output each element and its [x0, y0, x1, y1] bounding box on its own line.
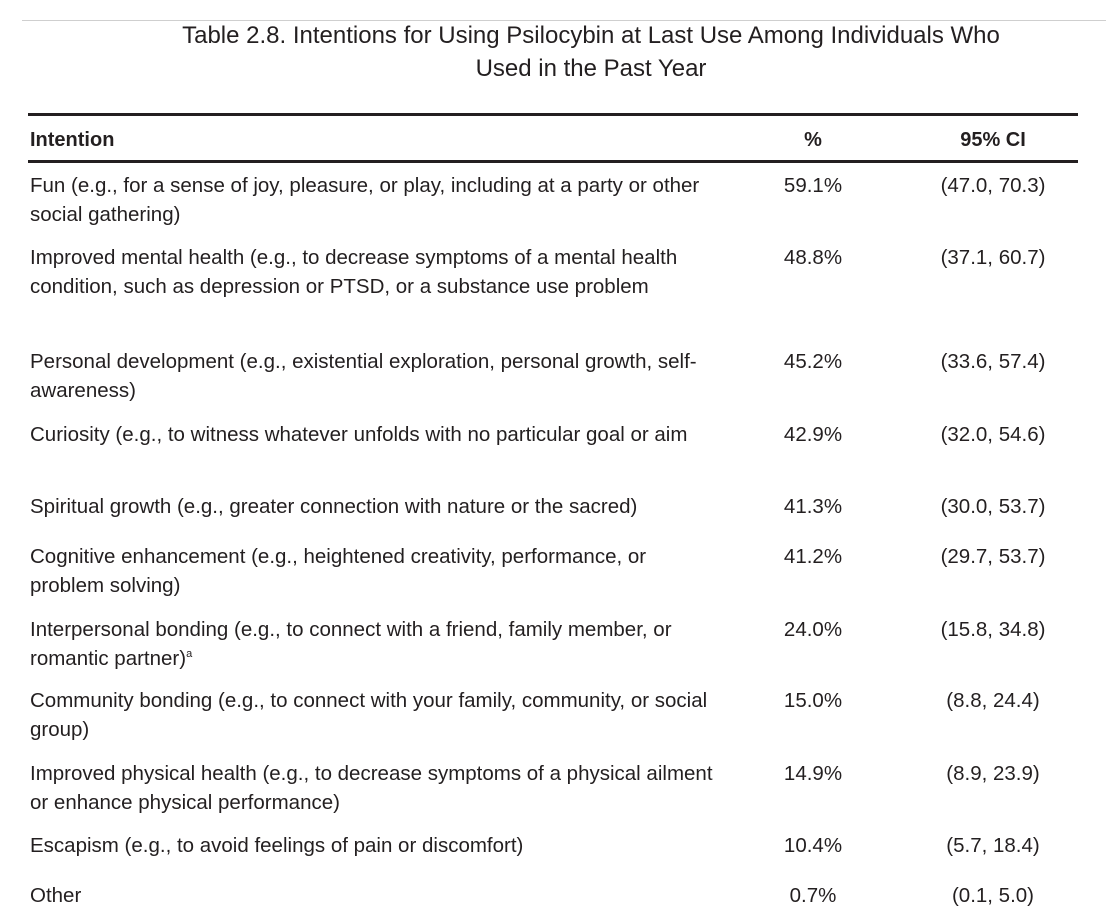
row-intention: Community bonding (e.g., to connect with… — [30, 689, 708, 741]
row-ci: (30.0, 53.7) — [940, 495, 1046, 518]
table-row: Fun (e.g., for a sense of joy, pleasure,… — [28, 171, 1078, 229]
row-intention: Other — [30, 884, 82, 907]
table-row: Interpersonal bonding (e.g., to connect … — [28, 615, 1078, 673]
row-percent: 10.4% — [783, 834, 843, 857]
row-percent: 24.0% — [783, 618, 843, 641]
row-percent: 14.9% — [783, 762, 843, 785]
row-intention: Fun (e.g., for a sense of joy, pleasure,… — [30, 174, 700, 226]
row-intention: Improved mental health (e.g., to decreas… — [30, 246, 678, 298]
row-ci: (0.1, 5.0) — [951, 884, 1035, 907]
header-intention: Intention — [30, 128, 115, 151]
row-percent: 48.8% — [783, 246, 843, 269]
row-ci: (33.6, 57.4) — [940, 350, 1046, 373]
row-percent: 15.0% — [783, 689, 843, 712]
row-intention: Improved physical health (e.g., to decre… — [30, 762, 713, 814]
row-percent: 41.2% — [783, 545, 843, 568]
row-intention: Interpersonal bonding (e.g., to connect … — [28, 615, 718, 673]
row-intention: Cognitive enhancement (e.g., heightened … — [30, 545, 647, 597]
table-row: Improved mental health (e.g., to decreas… — [28, 243, 1078, 301]
table-row: Escapism (e.g., to avoid feelings of pai… — [28, 831, 1078, 860]
table-header-row: Intention % 95% CI — [28, 116, 1078, 163]
row-ci: (47.0, 70.3) — [940, 174, 1046, 197]
row-percent: 0.7% — [789, 884, 837, 907]
row-ci: (5.7, 18.4) — [946, 834, 1040, 857]
row-intention: Curiosity (e.g., to witness whatever unf… — [30, 423, 688, 446]
row-percent: 59.1% — [783, 174, 843, 197]
table-row: Cognitive enhancement (e.g., heightened … — [28, 542, 1078, 600]
row-intention: Spiritual growth (e.g., greater connecti… — [30, 495, 638, 518]
row-percent: 42.9% — [783, 423, 843, 446]
row-ci: (8.9, 23.9) — [946, 762, 1040, 785]
row-intention: Escapism (e.g., to avoid feelings of pai… — [30, 834, 524, 857]
table-row: Community bonding (e.g., to connect with… — [28, 686, 1078, 744]
header-ci: 95% CI — [960, 128, 1026, 151]
row-intention: Personal development (e.g., existential … — [30, 350, 697, 402]
row-ci: (37.1, 60.7) — [940, 246, 1046, 269]
table-row: Spiritual growth (e.g., greater connecti… — [28, 492, 1078, 521]
row-ci: (29.7, 53.7) — [940, 545, 1046, 568]
table-row: Improved physical health (e.g., to decre… — [28, 759, 1078, 817]
row-ci: (8.8, 24.4) — [946, 689, 1040, 712]
table-title-line-2: Used in the Past Year — [475, 55, 707, 82]
table-row: Personal development (e.g., existential … — [28, 347, 1078, 405]
table-title: Table 2.8. Intentions for Using Psilocyb… — [60, 19, 1106, 85]
row-percent: 41.3% — [783, 495, 843, 518]
table-title-line-1: Table 2.8. Intentions for Using Psilocyb… — [182, 22, 1000, 49]
row-ci: (15.8, 34.8) — [940, 618, 1046, 641]
row-intention-text: Interpersonal bonding (e.g., to connect … — [30, 618, 672, 670]
row-percent: 45.2% — [783, 350, 843, 373]
table-row: Curiosity (e.g., to witness whatever unf… — [28, 420, 1078, 449]
footnote-marker: a — [186, 648, 193, 661]
top-divider — [22, 20, 1106, 21]
row-ci: (32.0, 54.6) — [940, 423, 1046, 446]
table-row: Other 0.7% (0.1, 5.0) — [28, 881, 1078, 910]
intentions-table: Intention % 95% CI Fun (e.g., for a sens… — [28, 113, 1078, 907]
header-percent: % — [804, 128, 822, 151]
